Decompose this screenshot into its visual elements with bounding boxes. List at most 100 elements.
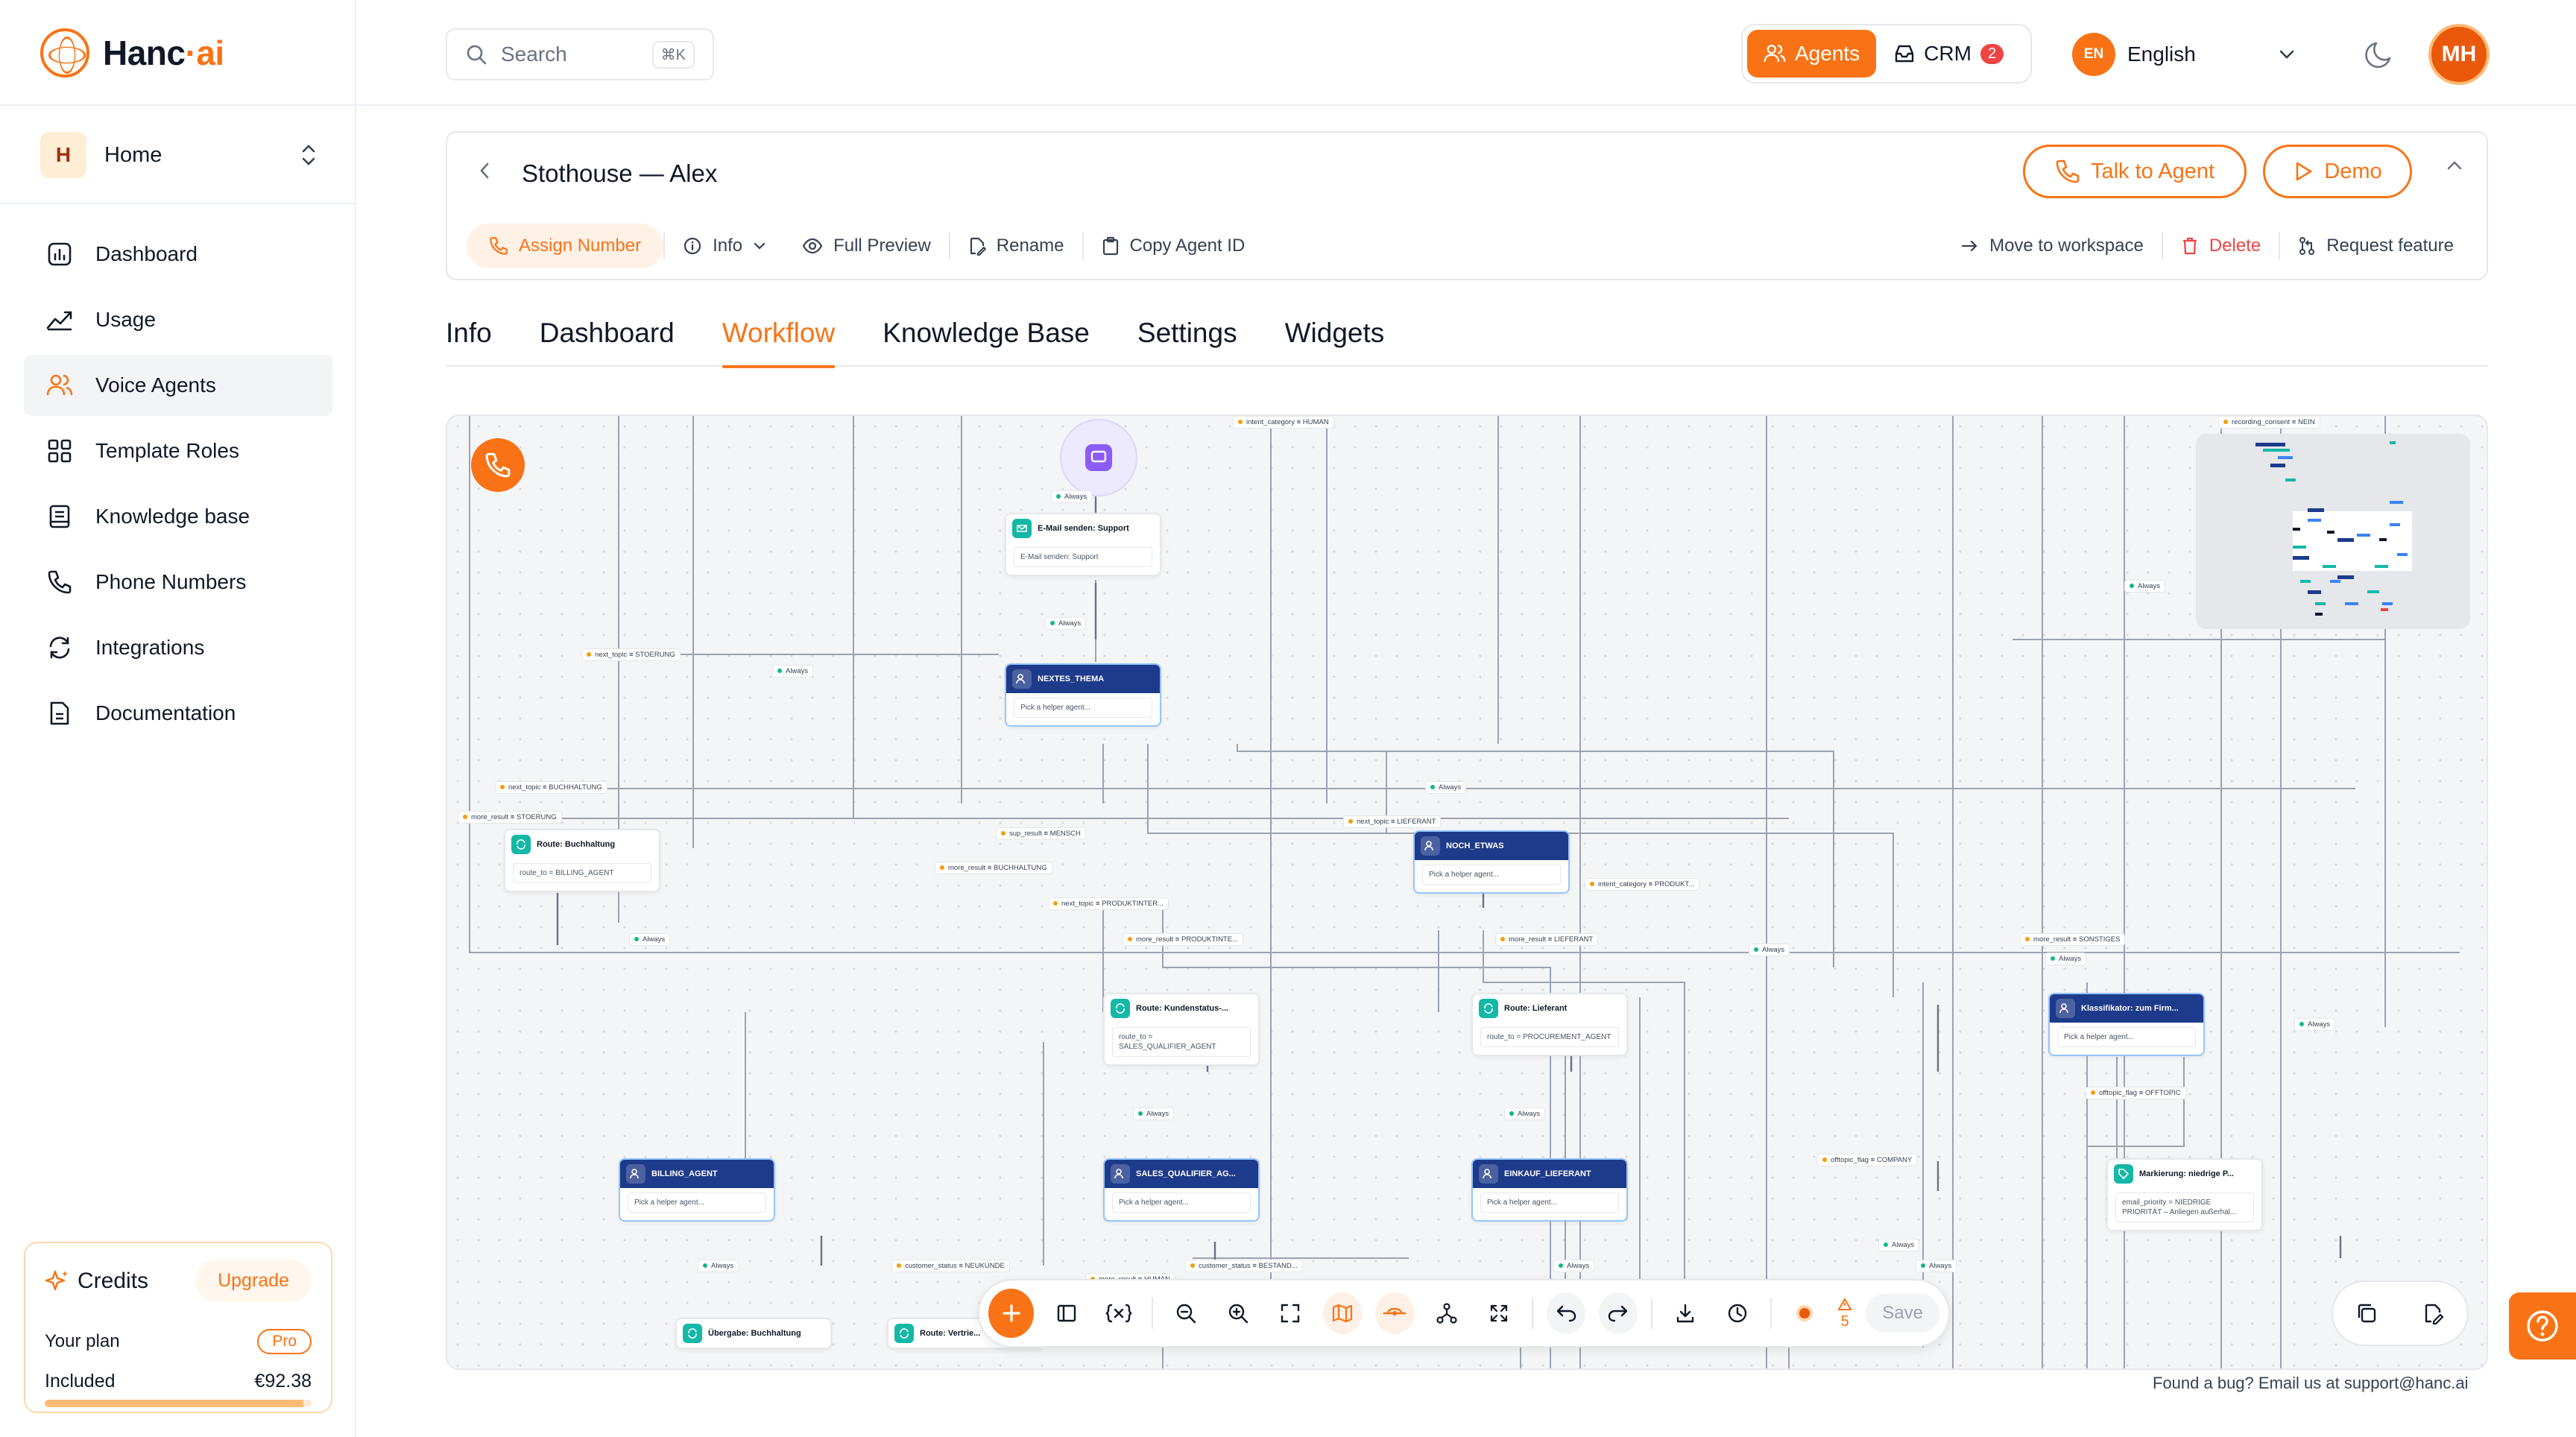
edge-label: Always xyxy=(698,1260,739,1272)
workflow-node[interactable]: E-Mail senden: Support E-Mail senden: Su… xyxy=(1005,513,1161,576)
expand-button[interactable] xyxy=(1480,1292,1518,1334)
clipboard-icon xyxy=(1102,236,1118,256)
tab-widgets[interactable]: Widgets xyxy=(1284,318,1385,348)
zoom-out-button[interactable] xyxy=(1167,1292,1205,1334)
start-call-node[interactable] xyxy=(471,438,525,492)
download-button[interactable] xyxy=(1666,1292,1705,1334)
user-avatar[interactable]: MH xyxy=(2428,24,2490,85)
workflow-node[interactable]: Route: Kundenstatus-... route_to = SALES… xyxy=(1103,993,1260,1066)
workflow-node[interactable]: EINKAUF_LIEFERANT Pick a helper agent... xyxy=(1471,1158,1628,1222)
workspace-switcher[interactable]: H Home xyxy=(24,127,334,183)
workflow-node[interactable]: Markierung: niedrige P... email_priority… xyxy=(2106,1158,2263,1231)
search-input[interactable]: Search ⌘K xyxy=(446,28,714,80)
agent-icon xyxy=(626,1164,645,1184)
assign-number-button[interactable]: Assign Number xyxy=(467,224,664,268)
chat-start-node[interactable] xyxy=(1060,419,1137,496)
demo-button[interactable]: Demo xyxy=(2263,145,2412,198)
tab-settings[interactable]: Settings xyxy=(1137,318,1237,348)
history-button[interactable] xyxy=(1718,1292,1757,1334)
bug-report-note[interactable]: Found a bug? Email us at support@hanc.ai xyxy=(2153,1374,2469,1392)
tab-dashboard[interactable]: Dashboard xyxy=(539,318,675,348)
plan-label: Your plan xyxy=(45,1331,120,1351)
workflow-minimap[interactable] xyxy=(2196,434,2470,629)
agent-icon xyxy=(1111,1164,1130,1184)
tab-workflow[interactable]: Workflow xyxy=(722,318,836,368)
workflow-node[interactable]: Route: Lieferant route_to = PROCUREMENT_… xyxy=(1471,993,1628,1056)
workflow-node[interactable]: Route: Vertrie... xyxy=(887,1318,1044,1349)
save-button[interactable]: Save xyxy=(1866,1294,1939,1333)
edge-label: offtopic_flag ≡ OFFTOPIC xyxy=(2086,1087,2186,1099)
sidebar-item-label: Template Roles xyxy=(95,439,239,462)
eye-icon xyxy=(802,238,823,254)
users-icon xyxy=(1764,44,1786,62)
sidebar-item-knowledge-base[interactable]: Knowledge base xyxy=(24,486,332,547)
info-dropdown[interactable]: Info xyxy=(665,224,784,268)
minimap-toggle-button[interactable] xyxy=(1323,1292,1363,1334)
notes-button[interactable] xyxy=(2413,1292,2455,1334)
help-button[interactable] xyxy=(2509,1292,2576,1359)
node-title: Route: Buchhaltung xyxy=(537,840,616,849)
language-select[interactable]: EN English xyxy=(2072,28,2296,80)
upgrade-button[interactable]: Upgrade xyxy=(195,1260,312,1302)
edge-label: more_result ≡ SONSTIGES xyxy=(2020,933,2126,946)
workflow-node[interactable]: SALES_QUALIFIER_AG... Pick a helper agen… xyxy=(1103,1158,1260,1222)
rename-button[interactable]: Rename xyxy=(950,224,1082,268)
zoom-in-button[interactable] xyxy=(1219,1292,1257,1334)
sidebar-item-phone-numbers[interactable]: Phone Numbers xyxy=(24,552,332,613)
sidebar-item-integrations[interactable]: Integrations xyxy=(24,617,332,678)
sidebar-nav: Dashboard Usage Voice Agents Template Ro… xyxy=(24,224,332,748)
phone-icon xyxy=(46,569,73,596)
warning-icon xyxy=(1837,1297,1852,1310)
sidebar-item-voice-agents[interactable]: Voice Agents xyxy=(24,355,332,416)
help-icon xyxy=(2527,1310,2558,1342)
talk-to-agent-button[interactable]: Talk to Agent xyxy=(2023,145,2247,198)
canvas-toolbar: 5 Save xyxy=(978,1279,1950,1348)
workflow-node[interactable]: BILLING_AGENT Pick a helper agent... xyxy=(619,1158,775,1222)
chevron-left-icon[interactable] xyxy=(477,160,492,182)
agent-icon xyxy=(1012,669,1032,689)
workflow-node[interactable]: NOCH_ETWAS Pick a helper agent... xyxy=(1413,830,1570,894)
fit-view-button[interactable] xyxy=(1271,1292,1310,1334)
workflow-canvas[interactable]: E-Mail senden: Support E-Mail senden: Su… xyxy=(446,414,2488,1370)
agent-header-card: Stothouse — Alex Talk to Agent Demo Assi… xyxy=(446,131,2488,280)
sidebar-item-documentation[interactable]: Documentation xyxy=(24,683,332,744)
sidebar-item-label: Documentation xyxy=(95,701,236,724)
credits-card: Credits Upgrade Your plan Pro Included €… xyxy=(24,1242,332,1413)
sidebar-toggle-button[interactable] xyxy=(1047,1292,1086,1334)
agents-toggle[interactable]: Agents xyxy=(1747,30,1877,78)
chevron-up-icon[interactable] xyxy=(2445,158,2464,173)
edge-label: more_result ≡ STOERUNG xyxy=(458,811,562,824)
workflow-node[interactable]: Übergabe: Buchhaltung xyxy=(675,1318,832,1349)
redo-button[interactable] xyxy=(1599,1292,1638,1334)
sidebar-item-template-roles[interactable]: Template Roles xyxy=(24,420,332,481)
edge-label: Always xyxy=(1916,1260,1957,1272)
request-feature-button[interactable]: Request feature xyxy=(2280,224,2472,268)
brand-logo[interactable]: Hanc·ai xyxy=(40,28,224,78)
document-icon xyxy=(46,700,73,727)
auto-layout-button[interactable] xyxy=(1427,1292,1466,1334)
copy-button[interactable] xyxy=(2346,1292,2387,1334)
tab-knowledge-base[interactable]: Knowledge Base xyxy=(883,318,1090,348)
add-node-button[interactable] xyxy=(988,1289,1035,1338)
full-preview-button[interactable]: Full Preview xyxy=(784,224,949,268)
edge-style-button[interactable] xyxy=(1375,1292,1415,1334)
node-title: NEXTES_THEMA xyxy=(1038,675,1105,683)
workflow-node[interactable]: Klassifikator: zum Firm... Pick a helper… xyxy=(2048,993,2205,1056)
moon-icon[interactable] xyxy=(2364,37,2397,70)
crm-toggle[interactable]: CRM 2 xyxy=(1887,42,2011,66)
sidebar-item-usage[interactable]: Usage xyxy=(24,289,332,350)
node-body: email_priority = NIEDRIGE PRIORITÄT – An… xyxy=(2115,1193,2254,1222)
sidebar-item-dashboard[interactable]: Dashboard xyxy=(24,224,332,285)
warnings-indicator[interactable]: 5 xyxy=(1837,1297,1852,1329)
delete-button[interactable]: Delete xyxy=(2163,224,2279,268)
variables-button[interactable] xyxy=(1099,1292,1138,1334)
workflow-node[interactable]: NEXTES_THEMA Pick a helper agent... xyxy=(1005,663,1161,727)
tab-info[interactable]: Info xyxy=(446,318,492,348)
edge-label: Always xyxy=(2045,953,2087,965)
undo-button[interactable] xyxy=(1547,1292,1586,1334)
edge-label: customer_status ≡ NEUKUNDE xyxy=(891,1260,1010,1272)
workflow-node[interactable]: Route: Buchhaltung route_to = BILLING_AG… xyxy=(504,829,660,892)
copy-agent-id-button[interactable]: Copy Agent ID xyxy=(1084,224,1263,268)
move-to-workspace-button[interactable]: Move to workspace xyxy=(1943,224,2162,268)
route-icon xyxy=(511,835,531,854)
